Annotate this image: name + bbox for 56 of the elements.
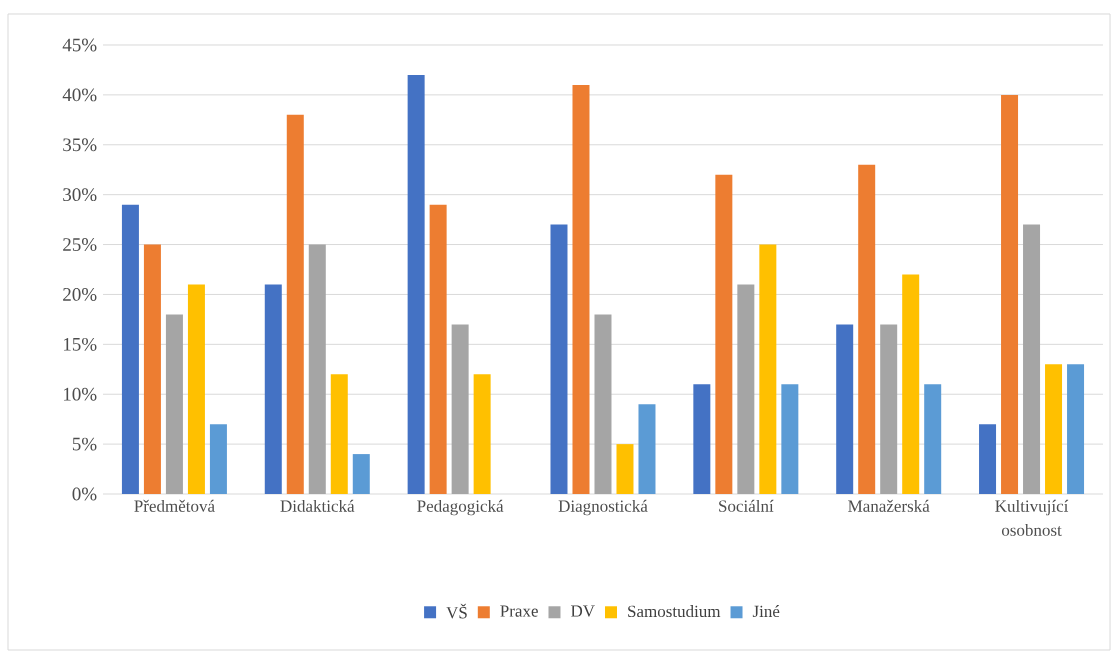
bar — [352, 454, 370, 494]
bar — [693, 384, 711, 494]
y-tick-label: 15% — [63, 337, 97, 351]
x-tick-label: Didaktická — [280, 499, 355, 512]
legend-label: Jiné — [752, 605, 780, 618]
bar — [858, 164, 876, 494]
bar — [737, 284, 755, 494]
bar — [1023, 224, 1041, 494]
bar — [473, 374, 491, 494]
y-tick-label: 10% — [63, 387, 97, 401]
bar — [759, 244, 777, 494]
bar — [781, 384, 799, 494]
x-tick-label: Kultivující osobnost — [995, 499, 1069, 536]
bar — [880, 324, 898, 494]
bar — [429, 204, 447, 494]
legend-label: DV — [570, 605, 595, 617]
bar — [616, 444, 634, 494]
y-tick-label: 0% — [72, 487, 97, 501]
legend-label: VŠ — [446, 603, 467, 619]
bar — [1045, 364, 1063, 494]
bar — [902, 274, 920, 494]
bar — [924, 384, 942, 494]
bar — [638, 404, 656, 494]
bar — [143, 244, 161, 494]
bar — [209, 424, 227, 494]
bar — [550, 224, 568, 494]
y-tick-label: 5% — [72, 437, 97, 451]
x-tick-label: Diagnostická — [558, 499, 648, 516]
y-tick-label: 20% — [63, 287, 97, 301]
bar — [836, 324, 854, 494]
bar — [594, 314, 612, 494]
bar — [451, 324, 469, 494]
y-tick-label: 25% — [63, 238, 97, 251]
bar — [165, 314, 183, 494]
legend-label: Samostudium — [628, 605, 721, 618]
bar — [407, 74, 425, 494]
x-tick-label: Manažerská — [848, 499, 930, 512]
bar — [187, 284, 205, 494]
x-tick-label: Předmětová — [134, 499, 215, 512]
y-tick-label: 35% — [63, 138, 97, 152]
bar — [308, 244, 326, 494]
y-tick-label: 45% — [62, 38, 97, 52]
y-tick-label: 30% — [63, 188, 97, 202]
bar — [121, 204, 139, 494]
legend-label: Praxe — [500, 605, 538, 617]
bar — [572, 84, 590, 494]
x-tick-label: Sociální — [719, 499, 774, 512]
bar — [286, 114, 304, 494]
bar — [1067, 364, 1085, 494]
bar — [330, 374, 348, 494]
y-tick-label: 40% — [62, 88, 97, 102]
x-tick-label: Pedagogická — [417, 499, 504, 516]
bar — [979, 424, 997, 494]
bar — [264, 284, 282, 494]
bar — [715, 174, 733, 494]
bar — [1001, 94, 1019, 494]
